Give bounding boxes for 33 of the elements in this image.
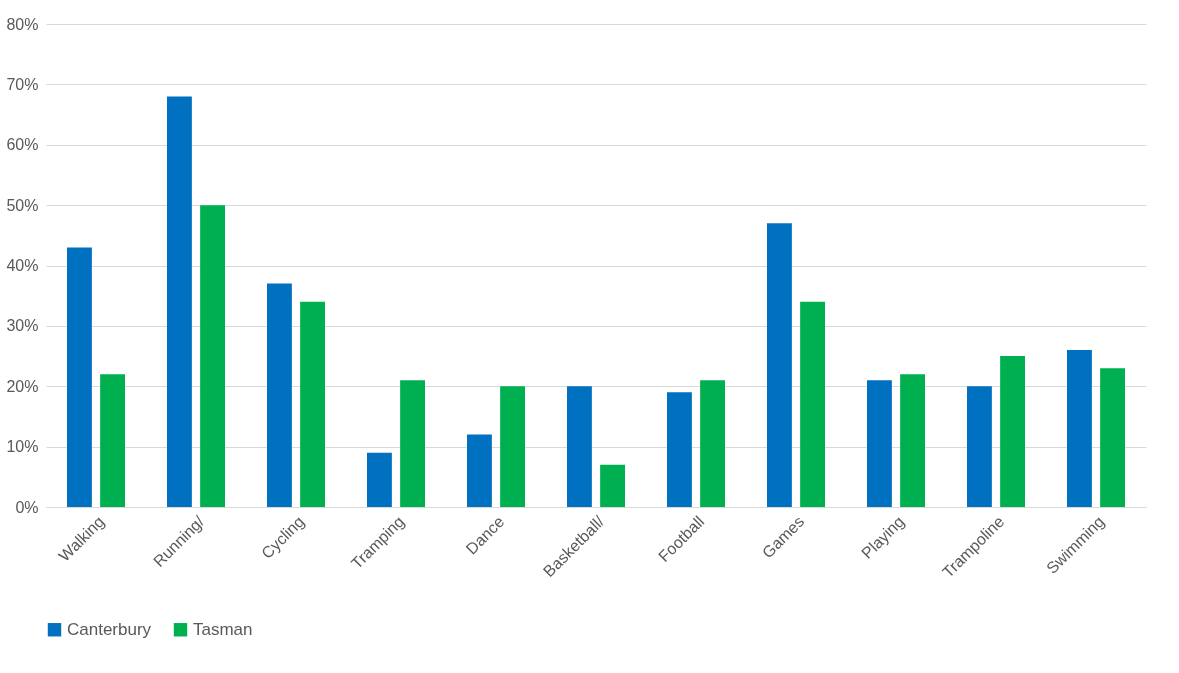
y-tick-label: 40% [6, 257, 39, 274]
y-tick-label: 20% [6, 377, 39, 395]
bar [567, 386, 592, 507]
bar [667, 392, 692, 507]
bar [400, 380, 425, 507]
bar [467, 434, 492, 507]
legend-label: Canterbury [67, 619, 152, 639]
y-tick-label: 50% [6, 196, 39, 214]
bar [67, 247, 92, 507]
y-tick-label: 60% [6, 136, 39, 154]
bar [100, 374, 125, 507]
bar [200, 205, 225, 507]
bar [1067, 350, 1092, 507]
y-tick-label: 80% [6, 15, 39, 33]
bar [800, 301, 825, 507]
bar [767, 223, 792, 507]
y-tick-label: 0% [15, 498, 39, 516]
bar [300, 301, 325, 507]
y-tick-label: 30% [6, 317, 39, 335]
bar [267, 283, 292, 507]
legend-label: Tasman [193, 619, 253, 639]
bar [967, 386, 992, 507]
bar [600, 464, 625, 507]
y-tick-label: 70% [6, 75, 39, 93]
bar [1000, 356, 1025, 507]
y-tick-label: 10% [6, 438, 39, 456]
bar [867, 380, 892, 507]
bar [500, 386, 525, 507]
bar [1100, 368, 1125, 507]
bar [167, 96, 192, 507]
bar [700, 380, 725, 507]
bar [367, 452, 392, 507]
bar [900, 374, 925, 507]
